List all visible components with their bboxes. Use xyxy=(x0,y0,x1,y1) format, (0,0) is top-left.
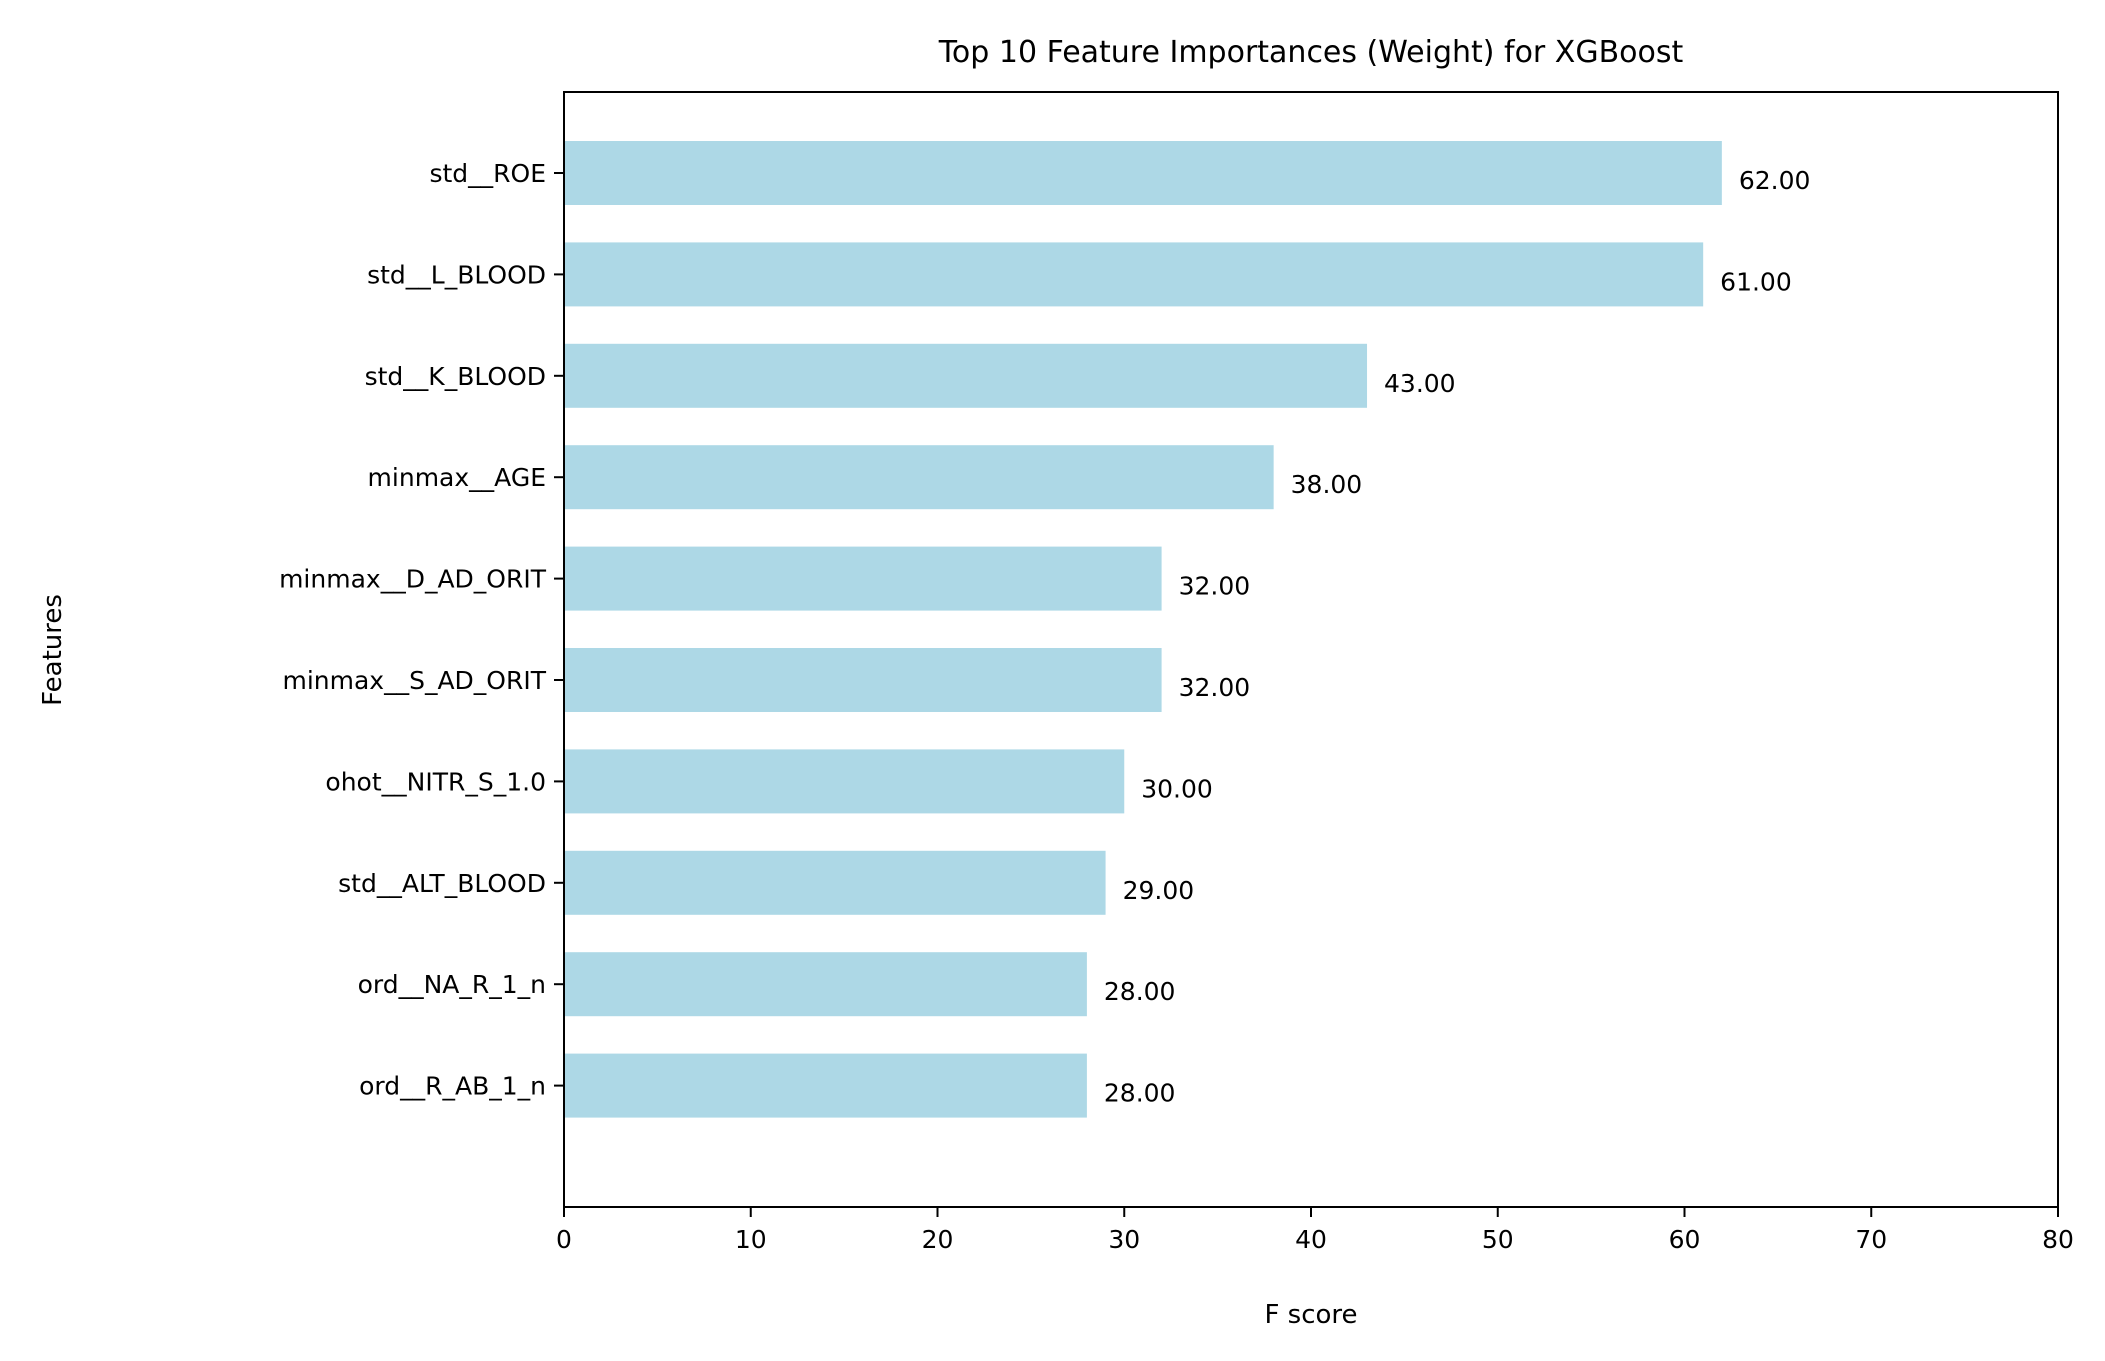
data-label: 61.00 xyxy=(1720,267,1792,296)
y-axis-label: Features xyxy=(38,594,68,706)
bars-layer xyxy=(564,141,1722,1118)
data-label: 32.00 xyxy=(1179,572,1251,601)
plot-area-frame xyxy=(563,91,2059,1208)
x-tick-label: 50 xyxy=(1482,1225,1514,1254)
x-tick-label: 80 xyxy=(2042,1225,2074,1254)
x-axis: 0 10 20 30 40 50 60 70 80 xyxy=(556,1207,2074,1254)
y-tick-label: std__ROE xyxy=(429,159,546,188)
y-tick-label: ohot__NITR_S_1.0 xyxy=(325,767,546,796)
y-axis: std__ROE std__L_BLOOD std__K_BLOOD minmax__… xyxy=(279,159,564,1101)
bar xyxy=(564,546,1162,611)
data-label: 43.00 xyxy=(1384,369,1456,398)
bar xyxy=(564,445,1274,510)
x-tick-label: 40 xyxy=(1295,1225,1327,1254)
bar xyxy=(564,850,1106,915)
y-tick-label: std__K_BLOOD xyxy=(365,362,546,391)
y-tick-label: minmax__D_AD_ORIT xyxy=(279,565,547,594)
bar xyxy=(564,952,1087,1017)
x-tick-label: 70 xyxy=(1855,1225,1887,1254)
x-axis-label: F score xyxy=(1264,1300,1357,1330)
data-label: 62.00 xyxy=(1739,166,1811,195)
bar xyxy=(564,141,1722,205)
x-tick-label: 30 xyxy=(1108,1225,1140,1254)
x-tick-label: 10 xyxy=(735,1225,767,1254)
y-tick-label: ord__R_AB_1_n xyxy=(359,1072,546,1101)
y-tick-label: minmax__AGE xyxy=(368,463,546,492)
x-tick-label: 60 xyxy=(1669,1225,1701,1254)
bar xyxy=(564,749,1125,814)
y-tick-label: minmax__S_AD_ORIT xyxy=(282,666,546,695)
data-label: 30.00 xyxy=(1141,774,1213,803)
bar xyxy=(564,242,1704,307)
x-tick-label: 0 xyxy=(556,1225,572,1254)
y-tick-label: std__ALT_BLOOD xyxy=(338,869,546,898)
data-label: 28.00 xyxy=(1104,1079,1176,1108)
data-label: 32.00 xyxy=(1179,673,1251,702)
data-label: 38.00 xyxy=(1291,470,1363,499)
bar xyxy=(564,343,1368,408)
data-label: 28.00 xyxy=(1104,977,1176,1006)
data-label: 29.00 xyxy=(1123,876,1195,905)
y-tick-label: std__L_BLOOD xyxy=(367,260,546,289)
bar xyxy=(564,648,1162,712)
value-labels-layer: 62.00 61.00 43.00 38.00 32.00 32.00 30.00 29.00… xyxy=(1104,166,1811,1108)
y-tick-label: ord__NA_R_1_n xyxy=(358,970,546,999)
chart-title: Top 10 Feature Importances (Weight) for … xyxy=(938,35,1684,70)
x-tick-label: 20 xyxy=(922,1225,954,1254)
bar xyxy=(564,1053,1087,1118)
